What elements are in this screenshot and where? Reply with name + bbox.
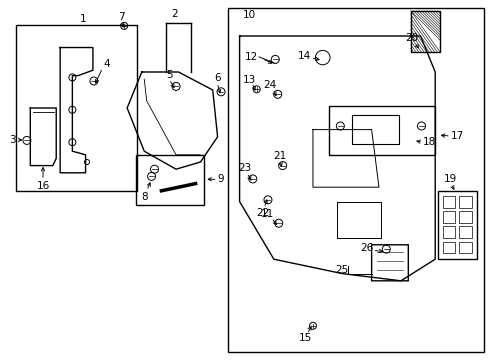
Bar xyxy=(458,242,471,253)
Bar xyxy=(442,196,454,208)
Text: 4: 4 xyxy=(103,59,110,69)
Bar xyxy=(351,115,398,144)
Text: 11: 11 xyxy=(260,209,274,219)
Bar xyxy=(136,155,204,205)
Bar xyxy=(458,226,471,238)
Text: 3: 3 xyxy=(9,135,16,145)
Text: 10: 10 xyxy=(243,10,255,20)
Text: 2: 2 xyxy=(171,9,178,19)
Text: 8: 8 xyxy=(141,192,148,202)
Text: 5: 5 xyxy=(165,70,172,80)
Text: 14: 14 xyxy=(297,51,310,61)
Text: 1: 1 xyxy=(80,14,86,24)
Bar xyxy=(458,211,471,223)
Text: 18: 18 xyxy=(422,137,435,147)
Bar xyxy=(442,211,454,223)
Bar xyxy=(410,11,439,52)
Bar xyxy=(328,106,434,155)
Text: 17: 17 xyxy=(450,131,463,141)
Text: 20: 20 xyxy=(405,33,417,43)
Text: 22: 22 xyxy=(256,208,269,218)
Text: 23: 23 xyxy=(237,163,251,174)
Text: 19: 19 xyxy=(443,174,457,184)
Text: 12: 12 xyxy=(244,52,258,62)
Text: 16: 16 xyxy=(36,181,50,192)
Bar xyxy=(16,25,137,191)
Bar xyxy=(442,242,454,253)
Text: 15: 15 xyxy=(298,333,312,343)
Text: 6: 6 xyxy=(213,73,220,84)
Bar xyxy=(442,226,454,238)
Text: 7: 7 xyxy=(118,12,124,22)
Text: 21: 21 xyxy=(272,150,286,161)
Text: 9: 9 xyxy=(217,174,224,184)
Bar xyxy=(228,8,483,352)
Text: 24: 24 xyxy=(263,80,276,90)
Text: 26: 26 xyxy=(359,243,373,253)
Bar xyxy=(458,196,471,208)
Text: 13: 13 xyxy=(242,75,256,85)
Bar xyxy=(437,191,476,259)
Text: 25: 25 xyxy=(335,265,348,275)
